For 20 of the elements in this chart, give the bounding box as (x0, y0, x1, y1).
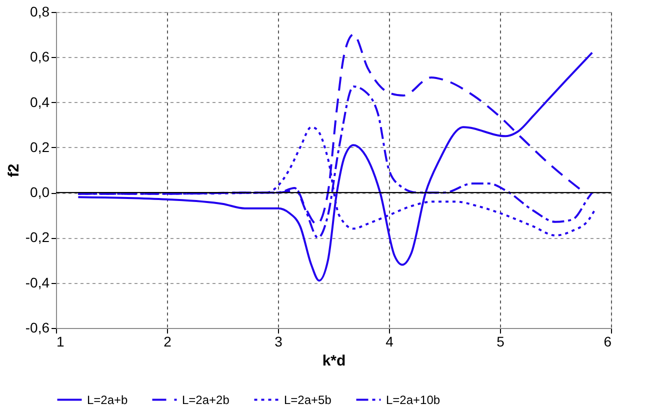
y-tick-label: 0,8 (30, 4, 50, 20)
x-tick-label: 2 (164, 334, 172, 350)
x-tick-label: 5 (496, 334, 505, 350)
y-tick-label: -0,6 (25, 320, 50, 336)
x-tick-label: 1 (56, 334, 64, 350)
x-tick-label: 3 (274, 334, 283, 350)
legend-label: L=2a+b (87, 392, 128, 407)
y-tick-label: 0,2 (30, 138, 50, 155)
y-tick-label: 0,6 (30, 48, 50, 65)
y-tick-label: -0,2 (25, 229, 50, 246)
legend-label: L=2a+10b (386, 392, 440, 407)
x-tick-label: 6 (604, 334, 612, 350)
y-tick-label: 0,0 (30, 184, 50, 200)
x-tick-label: 4 (386, 334, 394, 350)
y-tick-label: -0,4 (25, 274, 50, 290)
y-axis-title: f2 (5, 164, 22, 178)
x-axis-title: k*d (322, 352, 346, 370)
legend-label: L=2a+5b (284, 392, 332, 407)
y-tick-label: 0,4 (30, 94, 50, 110)
legend-label: L=2a+2b (182, 392, 230, 407)
